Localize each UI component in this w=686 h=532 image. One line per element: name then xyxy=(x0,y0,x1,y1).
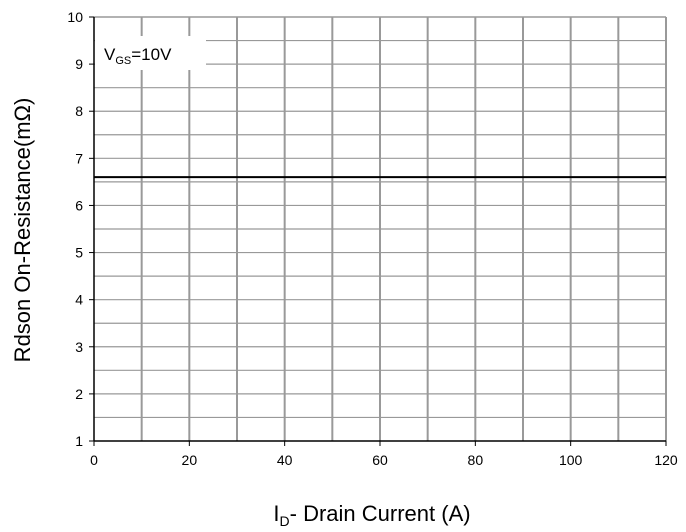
x-tick-label: 40 xyxy=(277,452,293,468)
y-tick-label: 10 xyxy=(67,9,83,25)
x-tick-label: 0 xyxy=(90,452,98,468)
annotation-main: V xyxy=(104,45,116,64)
annotation-text: VGS=10V xyxy=(104,45,172,67)
y-axis-label: Rdson On-Resistance(mΩ) xyxy=(10,98,35,363)
x-tick-label: 20 xyxy=(182,452,198,468)
x-axis-label-sub: D xyxy=(280,513,290,529)
y-tick-label: 4 xyxy=(75,292,83,308)
annotation-sub: GS xyxy=(115,55,131,67)
y-tick-label: 8 xyxy=(75,103,83,119)
y-tick-label: 5 xyxy=(75,245,83,261)
x-tick-label: 60 xyxy=(372,452,388,468)
annotation-rest: =10V xyxy=(131,45,172,64)
x-axis-label-rest: - Drain Current (A) xyxy=(290,501,471,526)
annotation-background xyxy=(95,36,206,70)
x-axis-label-main: I xyxy=(273,501,279,526)
y-tick-label: 3 xyxy=(75,339,83,355)
y-tick-label: 2 xyxy=(75,386,83,402)
annotation-box: VGS=10V xyxy=(95,36,206,70)
y-tick-label: 1 xyxy=(75,433,83,449)
y-tick-label: 6 xyxy=(75,197,83,213)
y-tick-label: 9 xyxy=(75,56,83,72)
x-tick-label: 120 xyxy=(654,452,678,468)
grid xyxy=(93,16,667,442)
x-tick-label: 100 xyxy=(559,452,583,468)
x-axis-label: ID- Drain Current (A) xyxy=(273,501,470,529)
x-tick-label: 80 xyxy=(468,452,484,468)
y-tick-label: 7 xyxy=(75,150,83,166)
